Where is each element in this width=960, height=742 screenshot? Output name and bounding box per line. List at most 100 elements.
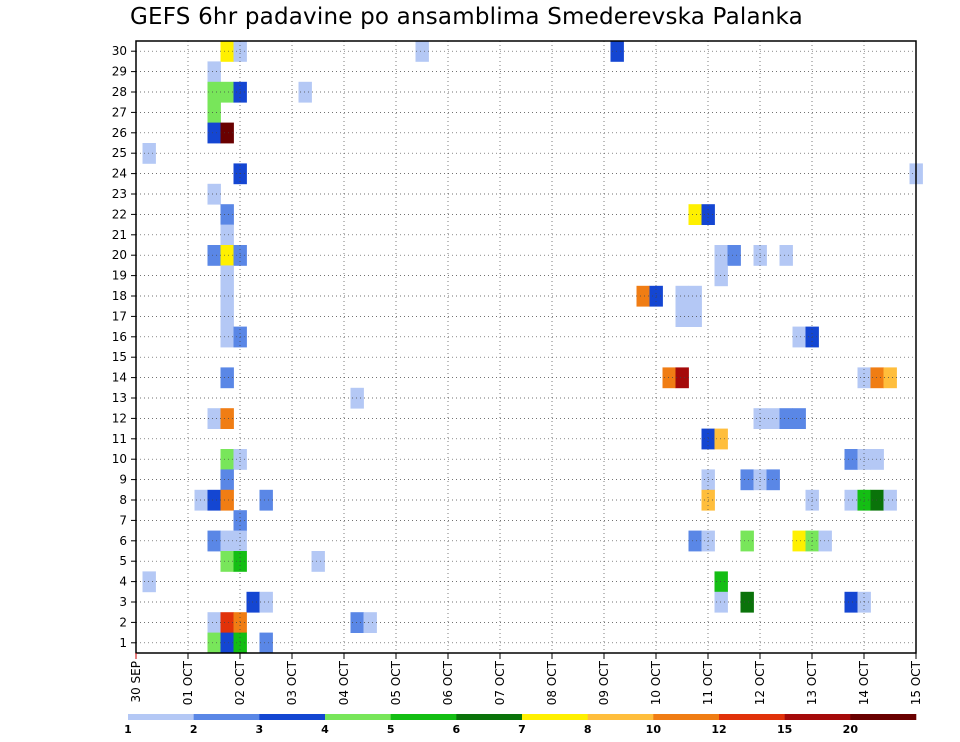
precip-cell xyxy=(142,571,156,593)
y-tick-label: 22 xyxy=(112,207,127,221)
y-tick-label: 12 xyxy=(112,411,127,425)
y-tick-label: 20 xyxy=(112,248,127,262)
chart-title: GEFS 6hr padavine po ansamblima Smederev… xyxy=(130,4,803,30)
precip-cell xyxy=(220,41,234,62)
x-tick-label: 04 OCT xyxy=(337,660,351,705)
precip-cell xyxy=(688,306,702,327)
precip-cell xyxy=(883,489,897,511)
precip-cell xyxy=(220,449,234,470)
precip-cell xyxy=(740,469,754,491)
x-tick-label: 06 OCT xyxy=(441,660,455,705)
precip-cell xyxy=(220,306,234,327)
precip-cell xyxy=(636,285,650,307)
x-tick-label: 10 OCT xyxy=(649,660,663,705)
y-tick-label: 17 xyxy=(112,309,127,323)
y-tick-label: 14 xyxy=(112,371,127,385)
y-tick-label: 15 xyxy=(112,350,127,364)
x-tick-label: 09 OCT xyxy=(597,660,611,705)
x-tick-label: 03 OCT xyxy=(285,660,299,705)
x-tick-label: 02 OCT xyxy=(233,660,247,705)
y-tick-label: 7 xyxy=(119,513,127,527)
precip-cell xyxy=(363,612,377,633)
precip-cell xyxy=(675,285,689,307)
colorbar-swatch xyxy=(850,714,917,720)
y-tick-label: 3 xyxy=(119,595,127,609)
x-tick-label: 05 OCT xyxy=(389,660,403,705)
heatmap-cells xyxy=(142,41,923,654)
y-tick-label: 28 xyxy=(112,85,127,99)
precip-cell xyxy=(220,245,234,266)
colorbar-label: 3 xyxy=(256,723,264,736)
precip-cell xyxy=(766,469,780,491)
precip-cell xyxy=(194,489,208,511)
precip-cell xyxy=(311,551,325,572)
precip-cell xyxy=(714,591,728,613)
colorbar-swatch xyxy=(390,714,457,720)
precip-cell xyxy=(207,632,221,654)
colorbar-swatch xyxy=(653,714,720,720)
precip-cell xyxy=(714,245,728,266)
precip-cell xyxy=(870,367,884,389)
precip-cell xyxy=(662,367,676,389)
colorbar-legend: 1 2 3 4 5 6 7 8 10 12 15 20 xyxy=(124,714,917,736)
colorbar-label: 5 xyxy=(387,723,395,736)
x-tick-label: 30 SEP xyxy=(129,661,143,703)
y-tick-label: 4 xyxy=(119,575,127,589)
x-tick-label: 14 OCT xyxy=(857,660,871,705)
precip-cell xyxy=(883,367,897,389)
precip-cell xyxy=(688,204,702,225)
y-axis-ticks: 1234567891011121314151617181920212223242… xyxy=(112,44,136,650)
precip-cell xyxy=(779,408,793,429)
y-tick-label: 29 xyxy=(112,65,127,79)
precip-cell xyxy=(350,612,364,633)
colorbar-swatch xyxy=(784,714,851,720)
precip-cell xyxy=(675,367,689,389)
y-tick-label: 8 xyxy=(119,493,127,507)
colorbar-swatch xyxy=(128,714,194,720)
colorbar-swatch xyxy=(587,714,654,720)
x-tick-label: 08 OCT xyxy=(545,660,559,705)
precip-cell xyxy=(779,245,793,266)
y-tick-label: 25 xyxy=(112,146,127,160)
precip-cell xyxy=(220,408,234,429)
precip-cell xyxy=(246,591,260,613)
precip-cell xyxy=(220,551,234,572)
y-tick-label: 5 xyxy=(119,554,127,568)
x-tick-label: 11 OCT xyxy=(701,660,715,705)
plot-frame xyxy=(135,40,917,654)
x-axis-ticks: 30 SEP 01 OCT 02 OCT 03 OCT 04 OCT 05 OCT 06 O… xyxy=(129,653,923,705)
precip-cell xyxy=(207,408,221,429)
precip-cell xyxy=(740,591,754,613)
precip-cell xyxy=(220,612,234,633)
colorbar-label: 12 xyxy=(711,723,726,736)
precip-cell xyxy=(259,591,273,613)
colorbar-swatch xyxy=(719,714,785,720)
precip-cell xyxy=(688,530,702,552)
precip-cell xyxy=(792,530,806,552)
precip-cell xyxy=(818,530,832,552)
y-tick-label: 21 xyxy=(112,228,127,242)
y-tick-label: 11 xyxy=(112,432,127,446)
precip-cell xyxy=(142,143,156,164)
colorbar-label: 1 xyxy=(124,723,132,736)
precip-cell xyxy=(220,285,234,307)
precip-cell xyxy=(844,449,858,470)
y-tick-label: 13 xyxy=(112,391,127,405)
precip-cell xyxy=(207,61,221,83)
precip-cell xyxy=(727,245,741,266)
precip-cell xyxy=(792,408,806,429)
y-tick-label: 23 xyxy=(112,187,127,201)
colorbar-label: 8 xyxy=(584,723,592,736)
colorbar-label: 4 xyxy=(321,723,329,736)
y-tick-label: 16 xyxy=(112,330,127,344)
colorbar-label: 20 xyxy=(843,723,859,736)
colorbar-swatch xyxy=(325,714,391,720)
precip-cell xyxy=(207,183,221,205)
precip-cell xyxy=(740,530,754,552)
precip-cell xyxy=(766,408,780,429)
precip-cell xyxy=(792,326,806,348)
precip-cell xyxy=(220,489,234,511)
precip-cell xyxy=(220,224,234,246)
colorbar-label: 10 xyxy=(646,723,662,736)
